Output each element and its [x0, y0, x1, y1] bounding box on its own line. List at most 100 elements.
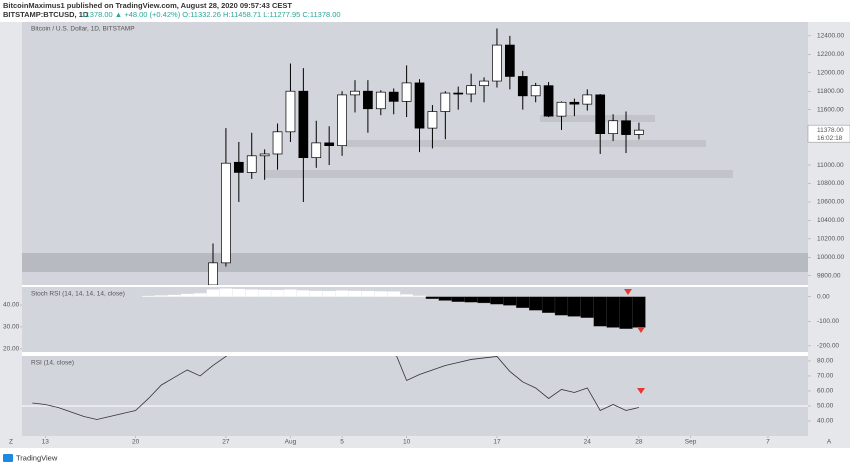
- x-tick-label: 20: [132, 439, 140, 446]
- y2-tick-label: 20.00: [3, 346, 20, 353]
- signal-marker: [624, 289, 632, 295]
- y-tick-label: 12200.00: [817, 51, 844, 58]
- candle-body: [350, 90, 360, 96]
- x-tick-label: Sep: [685, 439, 697, 446]
- candle-body: [388, 91, 399, 102]
- quote: 11378.00 ▲ +48.00 (+0.42%) O:11332.26 H:…: [82, 10, 341, 19]
- candle-body: [479, 80, 489, 87]
- y-tick-label: 12400.00: [817, 33, 844, 40]
- histogram-bar: [529, 296, 543, 311]
- histogram-bar: [477, 296, 491, 304]
- histogram-bar: [399, 294, 414, 297]
- histogram-bar: [451, 296, 465, 302]
- candle-body: [530, 85, 541, 97]
- histogram-bar: [206, 289, 220, 297]
- y-tick-label: 10800.00: [817, 180, 844, 187]
- histogram-bar: [180, 293, 194, 297]
- histogram-bar: [606, 296, 620, 328]
- y-tick-label: 11600.00: [817, 106, 844, 113]
- y-tick-label: -100.00: [817, 318, 839, 325]
- y-tick-label: 11000.00: [817, 162, 844, 169]
- auto-scale[interactable]: A: [827, 439, 832, 446]
- histogram-bar: [593, 296, 607, 327]
- candle-body: [634, 129, 644, 135]
- histogram-bar: [283, 289, 298, 297]
- histogram-bar: [425, 296, 440, 299]
- candle-body: [221, 162, 231, 264]
- histogram-bar: [219, 288, 233, 297]
- x-tick-label: 5: [340, 439, 344, 446]
- candle-body: [246, 155, 257, 173]
- y-tick-label: 0.00: [817, 294, 830, 301]
- zoom-icon[interactable]: Z: [9, 439, 13, 446]
- price-label: 11378.00: [817, 127, 844, 134]
- histogram-bar: [296, 290, 311, 297]
- histogram-bar: [141, 295, 156, 297]
- y-tick-label: 10200.00: [817, 236, 844, 243]
- y-tick-label: 10400.00: [817, 217, 844, 224]
- candle-body: [311, 142, 322, 159]
- candle-body: [324, 142, 335, 147]
- histogram-bar: [464, 296, 478, 303]
- author: BitcoinMaximus1 published on TradingView…: [3, 1, 292, 10]
- left-axis: [0, 22, 22, 436]
- histogram-bar: [387, 291, 401, 297]
- candle-body: [569, 101, 580, 105]
- histogram-bar: [335, 290, 349, 297]
- pane-title: RSI (14, close): [31, 360, 74, 367]
- candle-body: [543, 85, 554, 117]
- signal-marker: [637, 388, 645, 394]
- x-tick-label: 24: [584, 439, 592, 446]
- histogram-bar: [245, 289, 259, 297]
- signal-marker: [637, 327, 645, 333]
- x-tick-label: 17: [493, 439, 501, 446]
- histogram-bar: [619, 296, 633, 329]
- y-tick-label: 60.00: [817, 388, 834, 395]
- candle-body: [621, 120, 631, 135]
- candle-body: [208, 262, 218, 285]
- candle-body: [466, 85, 476, 95]
- y-tick-label: 40.00: [817, 418, 834, 425]
- candle-body: [427, 111, 438, 129]
- x-tick-label: 28: [635, 439, 643, 446]
- histogram-bar: [270, 289, 285, 297]
- candle-body: [233, 161, 244, 173]
- candle-body: [517, 76, 528, 97]
- y-tick-label: 10600.00: [817, 199, 844, 206]
- y-tick-label: 50.00: [817, 403, 834, 410]
- zone: [22, 253, 808, 272]
- rsi-line: [32, 356, 640, 420]
- y-tick-label: 11800.00: [817, 88, 844, 95]
- histogram-bar: [567, 296, 582, 317]
- y-tick-label: -200.00: [817, 343, 839, 350]
- candle-body: [492, 44, 502, 82]
- candle-body: [556, 101, 567, 117]
- price-tag: [807, 124, 850, 143]
- histogram-bar: [193, 292, 207, 297]
- histogram-bar: [361, 290, 375, 297]
- candle-body: [272, 131, 283, 155]
- time-axis: [0, 436, 850, 448]
- zone: [265, 170, 733, 178]
- candle-body: [375, 91, 386, 110]
- stoch-pane: [22, 287, 808, 352]
- candle-body: [363, 90, 373, 110]
- histogram-bar: [374, 291, 388, 297]
- pane-title: Stoch RSI (14, 14, 14, 14, close): [31, 291, 125, 298]
- x-tick-label: Aug: [285, 439, 297, 446]
- candle-body: [453, 92, 464, 95]
- histogram-bar: [154, 295, 169, 297]
- y2-tick-label: 30.00: [3, 324, 20, 331]
- candle-body: [401, 82, 412, 102]
- price-pane: [22, 22, 808, 285]
- y-tick-label: 9800.00: [817, 272, 841, 279]
- candle-body: [337, 94, 347, 147]
- candle-body: [595, 94, 606, 135]
- rsi-pane: [22, 356, 808, 436]
- histogram-bar: [438, 296, 452, 301]
- candle-body: [505, 44, 515, 77]
- y2-tick-label: 40.00: [3, 302, 20, 309]
- histogram-bar: [503, 296, 517, 306]
- histogram-bar: [632, 296, 646, 328]
